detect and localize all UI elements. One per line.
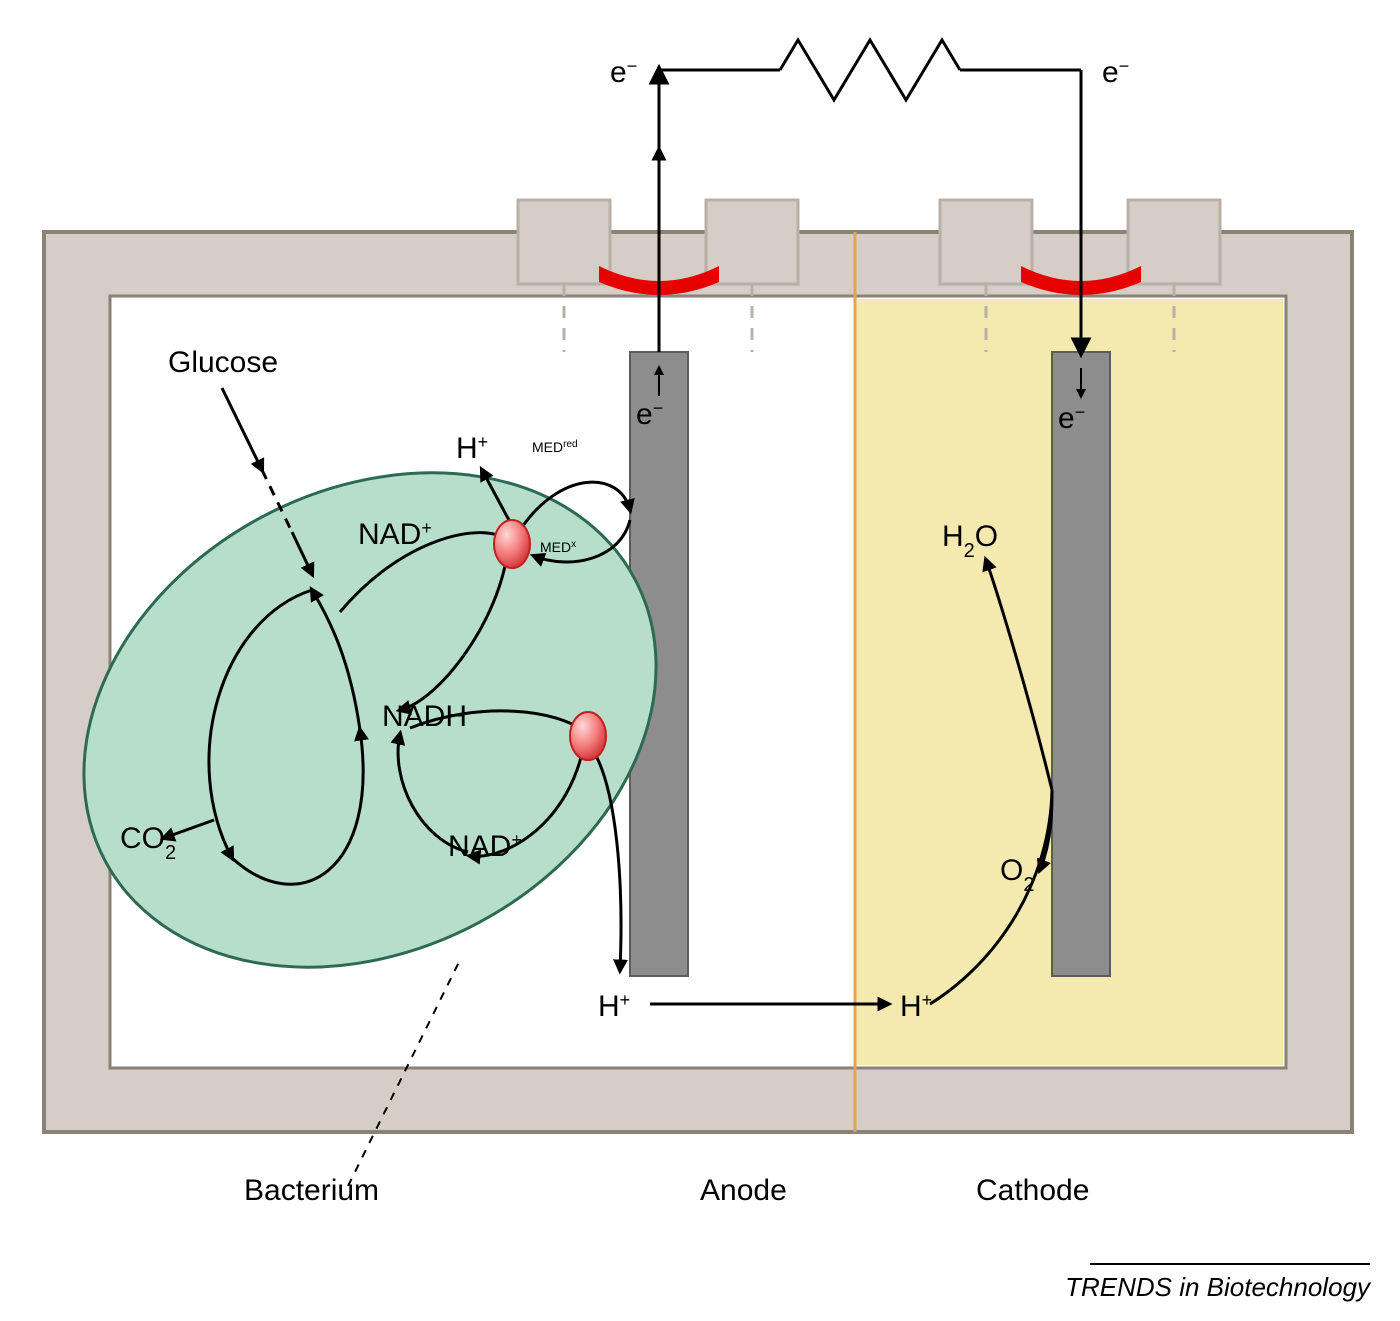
e-minus-right: e− — [1102, 56, 1129, 89]
mediator-lower — [570, 712, 606, 760]
glucose-label: Glucose — [168, 346, 278, 379]
nad-bot-label: NAD+ — [448, 830, 522, 863]
cathode-label: Cathode — [976, 1174, 1089, 1207]
bacterium-label: Bacterium — [244, 1174, 379, 1207]
fuel-cell-diagram: e− e− e− e− — [0, 0, 1400, 1321]
resistor-icon — [780, 40, 960, 100]
anode-label: Anode — [700, 1174, 787, 1207]
mediator-upper — [494, 520, 530, 568]
med-x-label: MEDx — [540, 539, 576, 556]
e-minus-left: e− — [610, 56, 637, 89]
nadh-label: NADH — [382, 700, 467, 733]
nad-top-label: NAD+ — [358, 518, 432, 551]
credit-text: TRENDS in Biotechnology — [1065, 1272, 1372, 1302]
cathode-electrode — [1052, 352, 1110, 976]
